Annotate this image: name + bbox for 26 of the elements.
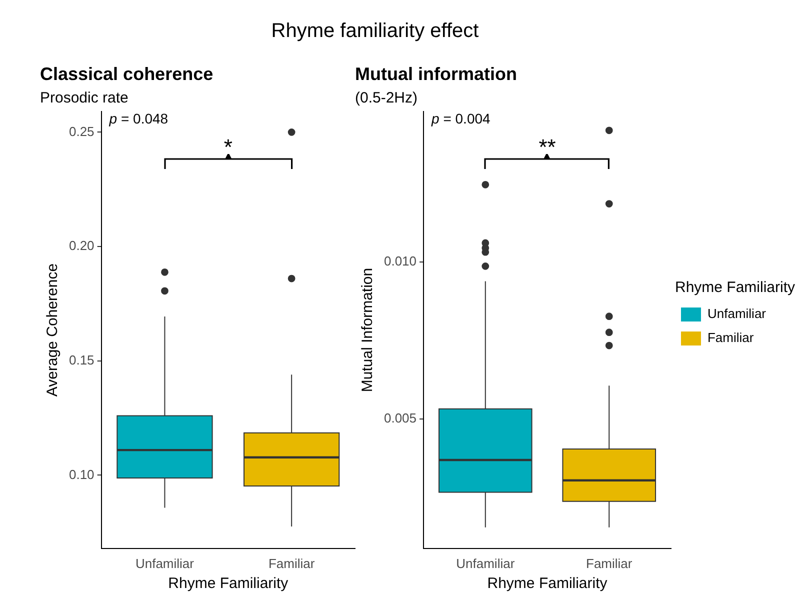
y-tick-label: 0.20 — [68, 238, 94, 254]
x-tick-label: Familiar — [586, 556, 633, 571]
y-tick-label: 0.25 — [68, 124, 94, 139]
chart-title: Classical coherence — [40, 64, 214, 84]
annotation: p = 0.048 — [108, 110, 168, 127]
x-tick-label: Unfamiliar — [456, 556, 516, 571]
chart-title: Mutual information — [355, 64, 517, 84]
x-axis-title: Rhyme Familiarity — [487, 575, 608, 592]
annotation: ** — [538, 134, 556, 160]
y-tick-label: 0.15 — [68, 352, 94, 368]
legend-title: Rhyme Familiarity — [674, 278, 795, 296]
y-tick-label: 0.005 — [384, 410, 417, 426]
chart-subtitle: (0.5-2Hz) — [355, 90, 418, 107]
legend-label: Familiar — [707, 330, 754, 346]
annotation: * — [224, 134, 233, 160]
x-tick-label: Familiar — [268, 556, 316, 571]
x-axis-title: Rhyme Familiarity — [168, 575, 289, 592]
chart-subtitle: Prosodic rate — [40, 90, 128, 107]
legend-label: Unfamiliar — [707, 306, 767, 322]
annotation: p = 0.004 — [430, 110, 491, 127]
text: Rhyme familiarity effect — [270, 20, 480, 43]
y-axis-title: Average Coherence — [44, 263, 62, 397]
y-tick-label: 0.010 — [384, 254, 417, 269]
y-tick-label: 0.10 — [68, 466, 94, 482]
x-tick-label: Unfamiliar — [135, 556, 195, 571]
y-axis-title: Mutual Information — [359, 268, 376, 392]
